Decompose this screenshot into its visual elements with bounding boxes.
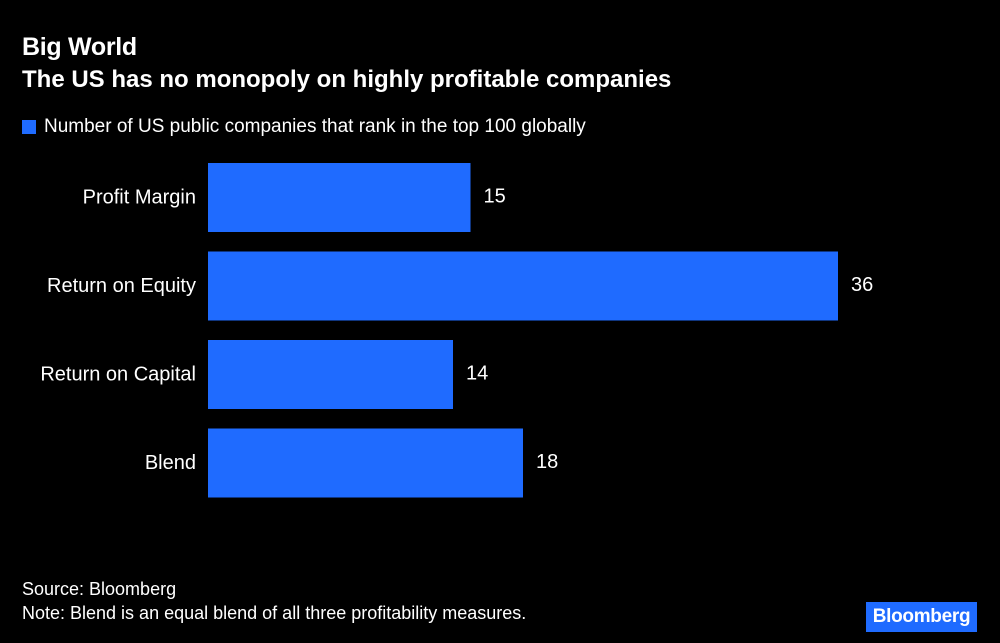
category-label: Return on Equity — [47, 275, 196, 297]
legend-label: Number of US public companies that rank … — [44, 116, 586, 137]
data-label: 36 — [851, 274, 873, 296]
source-text: Source: Bloomberg — [22, 579, 177, 599]
bar-return-on-capital — [208, 340, 453, 409]
category-label: Profit Margin — [83, 187, 196, 209]
bar-chart: Profit Margin 15 Return on Equity 36 Return … — [40, 163, 873, 498]
category-label: Blend — [145, 452, 196, 474]
chart-title: Big World — [22, 33, 137, 61]
data-label: 15 — [484, 186, 506, 208]
bloomberg-logo: Bloomberg — [866, 602, 977, 632]
category-label: Return on Capital — [40, 364, 196, 386]
footer: Source: Bloomberg Note: Blend is an equa… — [22, 577, 526, 625]
bar-blend — [208, 428, 523, 498]
legend: Number of US public companies that rank … — [22, 114, 586, 140]
note-text: Note: Blend is an equal blend of all thr… — [22, 603, 527, 623]
data-label: 14 — [466, 363, 488, 385]
bar-return-on-equity — [208, 251, 838, 321]
chart-subtitle: The US has no monopoly on highly profita… — [22, 66, 672, 93]
legend-swatch — [22, 120, 36, 134]
data-label: 18 — [536, 451, 558, 473]
bar-profit-margin — [208, 163, 471, 232]
